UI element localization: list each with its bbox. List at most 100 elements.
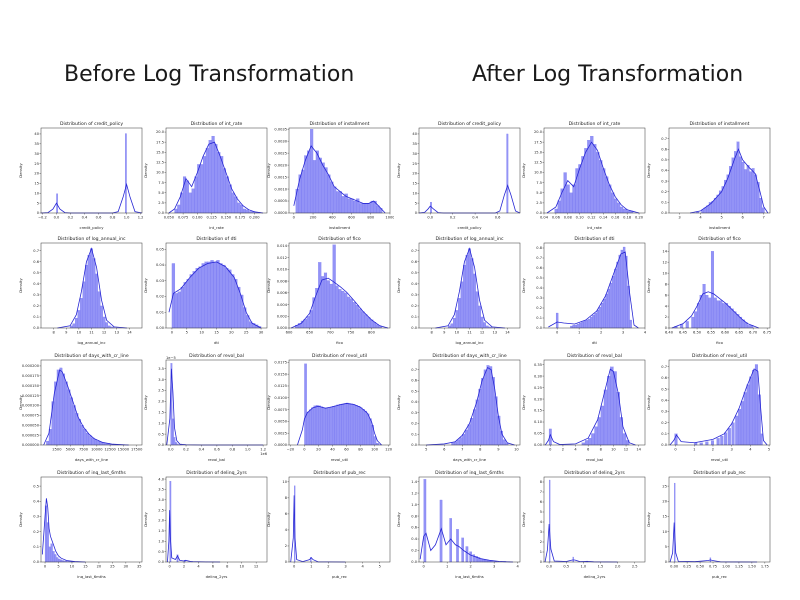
histogram-bar: [470, 418, 474, 446]
kde-line: [167, 510, 221, 563]
y-tick-label: 0.0: [158, 443, 164, 447]
histogram-bar: [90, 248, 93, 329]
histogram-bar: [473, 409, 476, 446]
y-tick-label: 0.0000: [274, 443, 287, 447]
y-axis-label: Density: [143, 163, 148, 178]
x-tick-label: 10: [199, 331, 204, 335]
y-axis-label: Density: [646, 395, 651, 410]
x-tick-label: 0.075: [178, 216, 188, 220]
y-tick-label: 0.03: [156, 279, 164, 283]
histogram-bar: [94, 439, 97, 446]
y-axis-label: Density: [18, 278, 23, 293]
y-tick-label: 0.2: [536, 306, 542, 310]
histogram-bar: [175, 442, 177, 446]
x-tick-label: 6.45: [679, 331, 687, 335]
y-tick-label: 0.2: [661, 190, 667, 194]
y-tick-label: 0.0005: [274, 199, 287, 203]
kde-line: [57, 247, 127, 329]
x-tick-label: 8: [226, 565, 229, 569]
histogram-bar: [195, 268, 199, 329]
kde-line: [671, 291, 759, 329]
histogram-bar: [74, 317, 78, 329]
x-tick-label: 0: [293, 565, 296, 569]
y-axis-label: Density: [18, 512, 23, 527]
distribution-chart: Distribution of revol_util 0 1 2 3 4 5 0.0 0.1 0.…: [646, 353, 771, 462]
y-tick-label: 1.2: [411, 491, 417, 495]
chart-panel-before-6: Distribution of fico 600 650 700 750 800 0.000…: [266, 233, 394, 348]
histogram-bar: [80, 298, 83, 329]
histogram-bar: [339, 404, 342, 446]
chart-panel-before-3: Distribution of installment 0 200 400 600 800…: [266, 118, 394, 233]
x-tick-label: 0: [674, 448, 677, 452]
x-offset-label: 1e6: [260, 452, 267, 456]
distribution-chart: Distribution of log_annual_inc 8 9 10 11 12 13…: [396, 236, 521, 345]
histogram-bar: [485, 325, 489, 329]
histogram-bar: [332, 406, 335, 446]
y-tick-label: 20.0: [534, 130, 543, 134]
plot-frame: [165, 476, 268, 563]
histogram-bar: [708, 297, 712, 329]
chart-title: Distribution of credit_policy: [438, 121, 501, 127]
x-tick-label: 700: [327, 331, 335, 335]
x-axis-label: delinq_2yrs: [584, 574, 606, 579]
distribution-chart: Distribution of days_with_cr_line 5 6 7 8 9 10…: [396, 353, 521, 462]
histogram-bar: [353, 200, 357, 214]
chart-panel-before-12: Distribution of pub_rec 0 1 2 3 4 5 0 2 4 6 8 10 pub_…: [266, 467, 394, 582]
y-tick-label: 0: [285, 560, 288, 564]
histogram-bar: [231, 274, 235, 329]
histogram-bar: [237, 202, 241, 214]
x-tick-label: 750: [347, 331, 355, 335]
x-tick-label: 2: [327, 565, 329, 569]
y-tick-label: 0: [540, 560, 543, 564]
x-tick-label: 8: [479, 448, 482, 452]
histogram-bar: [67, 389, 71, 446]
chart-panel-after-11: Distribution of delinq_2yrs 0.0 0.5 1.0 1.5 2…: [521, 467, 649, 582]
y-axis-label: Density: [143, 278, 148, 293]
y-tick-label: 14: [662, 249, 667, 253]
histogram-bar: [722, 303, 726, 329]
histogram-bar: [355, 405, 358, 446]
chart-panel-after-1: Distribution of credit_policy 0.0 0.2 0.4 0.…: [396, 118, 524, 233]
plot-frame: [288, 359, 391, 446]
kde-line: [41, 498, 86, 563]
x-tick-label: 1.0: [581, 565, 587, 569]
x-tick-label: 9: [443, 331, 446, 335]
histogram-bar: [611, 275, 615, 329]
y-tick-label: 12.5: [156, 161, 164, 165]
x-tick-label: 2: [712, 448, 714, 452]
y-tick-label: 3.5: [158, 367, 164, 371]
histogram-bar: [549, 479, 551, 563]
x-tick-label: 0.6: [495, 216, 501, 220]
y-tick-label: 0.0030: [274, 139, 287, 143]
histogram-bar: [478, 388, 482, 446]
histogram-bar: [593, 144, 597, 214]
x-tick-label: 0.0: [54, 216, 60, 220]
x-tick-label: 10: [239, 565, 244, 569]
plot-frame: [418, 359, 521, 446]
y-tick-label: 0.3: [411, 293, 417, 297]
histogram-bars: [304, 363, 382, 446]
y-tick-label: 0.7: [661, 137, 667, 141]
histogram-bar: [574, 324, 578, 329]
histogram-bar: [50, 543, 53, 563]
y-tick-label: 0.30: [534, 374, 543, 378]
kde-line: [290, 277, 389, 329]
histogram-bar: [336, 191, 340, 214]
histogram-bar: [743, 392, 747, 446]
kde-line: [166, 368, 264, 446]
y-tick-label: 0.000050: [22, 423, 40, 427]
y-tick-label: 0.5: [661, 158, 667, 162]
y-tick-label: 0.7: [33, 249, 39, 253]
x-tick-label: 20: [97, 565, 102, 569]
histogram-bar: [201, 263, 205, 329]
histogram-bar: [618, 254, 621, 329]
x-tick-label: 3: [493, 565, 495, 569]
kde-line: [544, 368, 636, 446]
y-axis-label: Density: [18, 163, 23, 178]
x-axis-label: pub_rec: [332, 574, 347, 579]
histogram-bar: [705, 294, 709, 329]
y-tick-label: 17.5: [534, 140, 542, 144]
histogram-bar: [225, 176, 229, 214]
histogram-bar: [92, 258, 96, 329]
chart-panel-before-4: Distribution of log_annual_inc 8 9 10 11 12 13…: [18, 233, 146, 348]
